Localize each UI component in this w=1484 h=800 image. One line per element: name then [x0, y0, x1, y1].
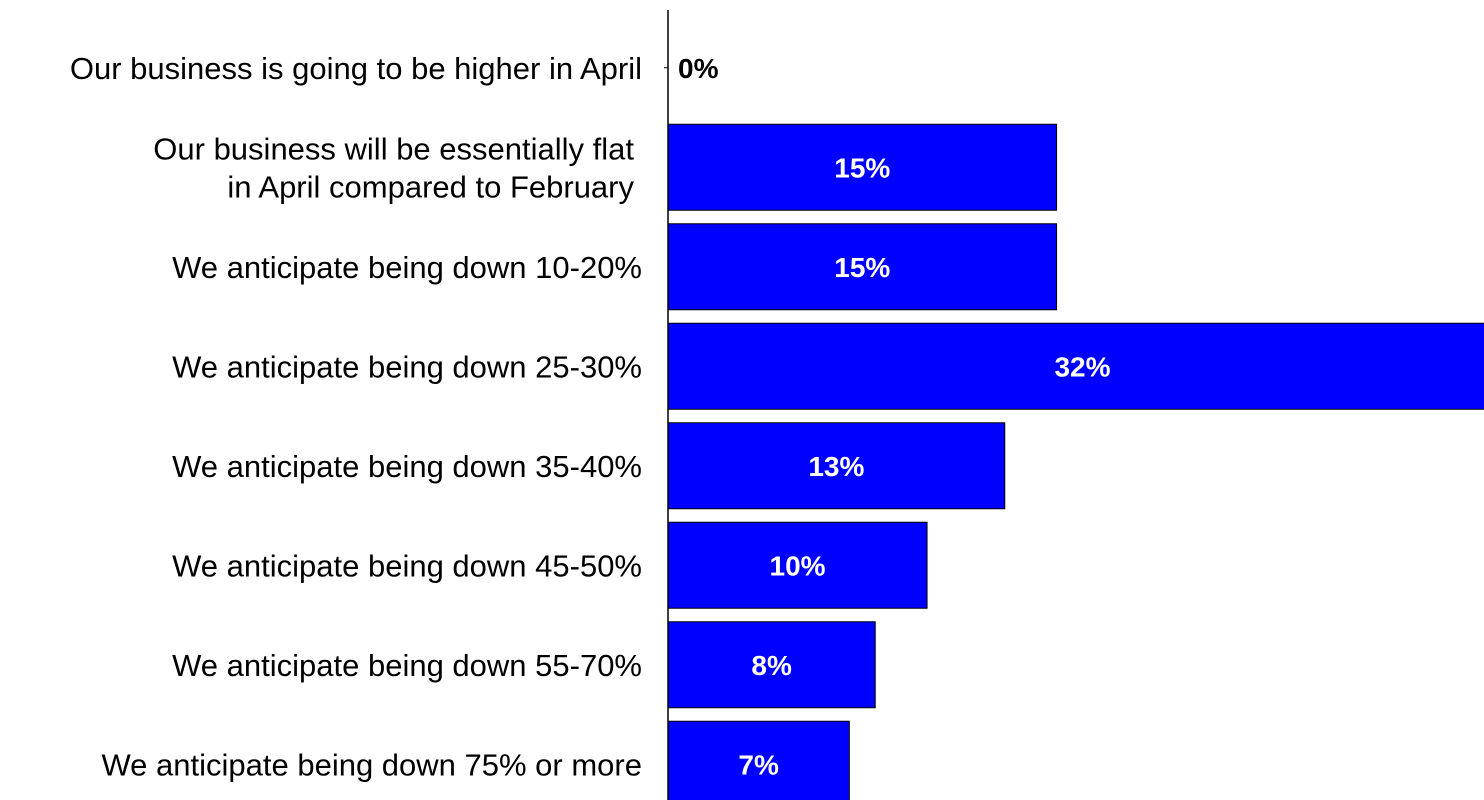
category-label: We anticipate being down 25-30%: [172, 349, 642, 384]
value-labels: 0% 15% 15% 32% 13% 10% 8% 7%: [678, 53, 1111, 781]
value-label: 32%: [1054, 351, 1110, 382]
category-label-line: We anticipate being down 45-50%: [172, 548, 642, 583]
value-label: 15%: [834, 252, 890, 283]
category-label-line: We anticipate being down 10-20%: [172, 250, 642, 285]
value-label: 15%: [834, 152, 890, 183]
bar: [667, 521, 928, 609]
bar: [667, 123, 1058, 211]
value-label: 0%: [678, 53, 719, 84]
bar: [667, 422, 1006, 510]
bar: [667, 720, 850, 800]
category-label: We anticipate being down 35-40%: [172, 449, 642, 484]
value-label: 13%: [808, 451, 864, 482]
bar: [667, 621, 876, 709]
category-label-line: We anticipate being down 75% or more: [101, 747, 642, 782]
category-label: Our business will be essentially flat in …: [153, 131, 634, 204]
value-label: 8%: [751, 650, 792, 681]
category-label: We anticipate being down 75% or more: [101, 747, 642, 782]
value-label: 10%: [770, 550, 826, 581]
category-label: We anticipate being down 45-50%: [172, 548, 642, 583]
category-label-line: We anticipate being down 25-30%: [172, 349, 642, 384]
category-label: We anticipate being down 55-70%: [172, 648, 642, 683]
category-label-line: in April compared to February: [227, 169, 634, 204]
category-label: Our business is going to be higher in Ap…: [70, 51, 642, 86]
bar: [667, 322, 1484, 410]
category-label-line: We anticipate being down 55-70%: [172, 648, 642, 683]
category-label: We anticipate being down 10-20%: [172, 250, 642, 285]
category-label-line: We anticipate being down 35-40%: [172, 449, 642, 484]
category-labels: Our business is going to be higher in Ap…: [70, 51, 642, 783]
category-label-line: Our business is going to be higher in Ap…: [70, 51, 642, 86]
bars-layer: [664, 67, 1484, 800]
value-label: 7%: [738, 749, 779, 780]
category-label-line: Our business will be essentially flat: [153, 131, 634, 166]
bar: [667, 223, 1058, 311]
